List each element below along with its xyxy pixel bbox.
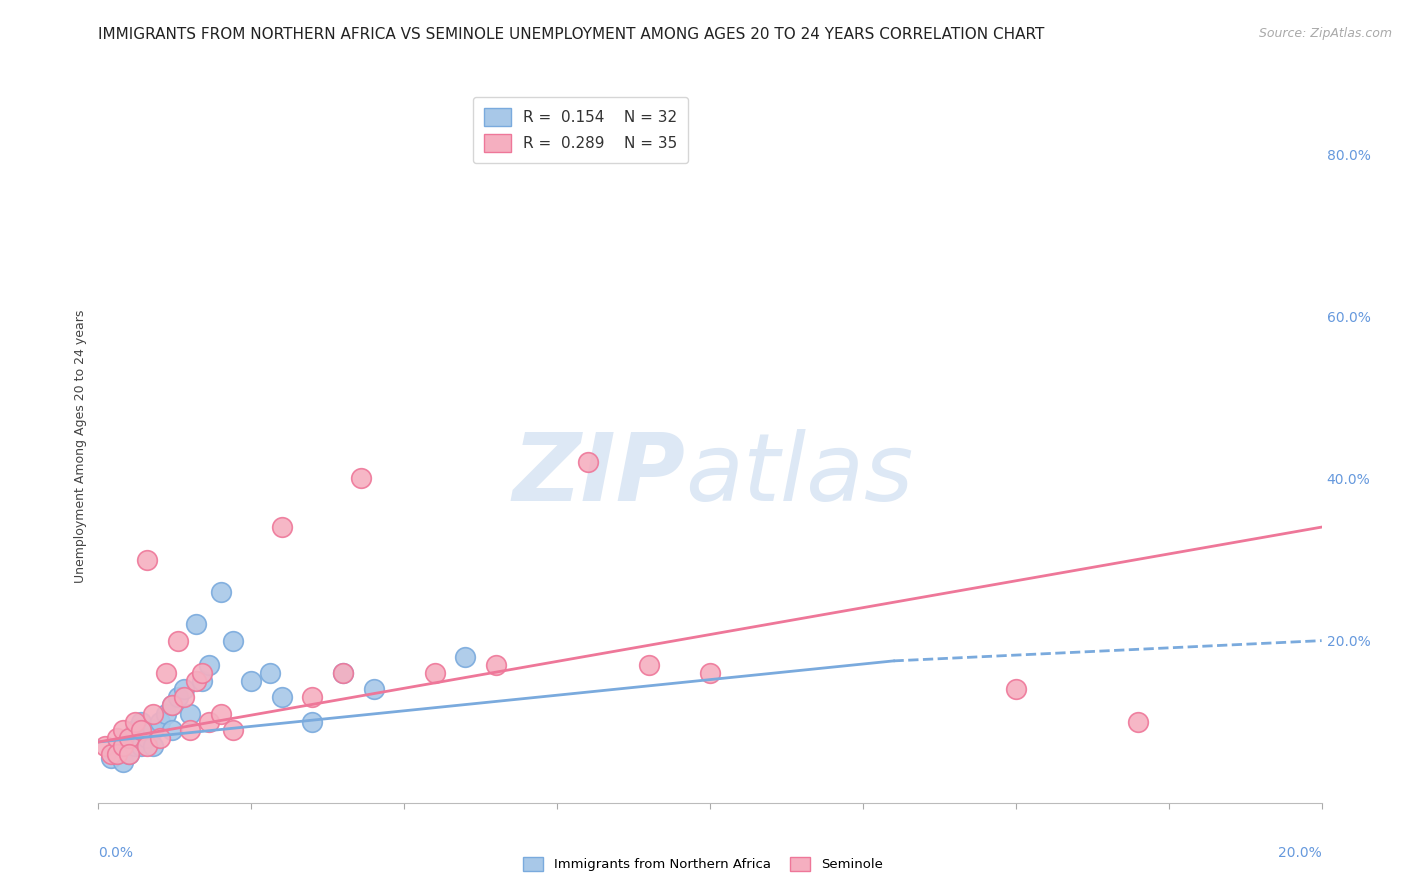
Point bbox=[197, 657, 219, 672]
Point bbox=[186, 617, 208, 632]
Point bbox=[149, 731, 172, 745]
Point bbox=[191, 666, 214, 681]
Point bbox=[1128, 714, 1150, 729]
Point bbox=[142, 706, 165, 721]
Point bbox=[259, 666, 281, 681]
Point bbox=[350, 471, 373, 485]
Point bbox=[111, 723, 134, 737]
Point bbox=[111, 739, 134, 753]
Point bbox=[118, 747, 141, 761]
Point bbox=[129, 739, 152, 753]
Point bbox=[111, 739, 134, 753]
Point bbox=[270, 520, 292, 534]
Point bbox=[111, 756, 134, 770]
Point bbox=[124, 714, 146, 729]
Point bbox=[173, 690, 195, 705]
Point bbox=[1004, 682, 1026, 697]
Point bbox=[129, 714, 152, 729]
Point bbox=[179, 723, 201, 737]
Point bbox=[699, 666, 721, 681]
Point bbox=[100, 747, 122, 761]
Point bbox=[332, 666, 354, 681]
Point bbox=[142, 739, 165, 753]
Point bbox=[301, 714, 323, 729]
Point bbox=[186, 674, 208, 689]
Point bbox=[105, 747, 128, 761]
Point bbox=[124, 723, 146, 737]
Point bbox=[160, 723, 183, 737]
Point bbox=[160, 698, 183, 713]
Point bbox=[179, 706, 201, 721]
Point bbox=[485, 657, 508, 672]
Text: atlas: atlas bbox=[686, 429, 914, 520]
Point bbox=[167, 633, 190, 648]
Legend: Immigrants from Northern Africa, Seminole: Immigrants from Northern Africa, Seminol… bbox=[517, 852, 889, 877]
Text: IMMIGRANTS FROM NORTHERN AFRICA VS SEMINOLE UNEMPLOYMENT AMONG AGES 20 TO 24 YEA: IMMIGRANTS FROM NORTHERN AFRICA VS SEMIN… bbox=[98, 27, 1045, 42]
Point bbox=[118, 731, 141, 745]
Point bbox=[136, 739, 159, 753]
Point bbox=[118, 747, 141, 761]
Point bbox=[637, 657, 661, 672]
Point bbox=[136, 552, 159, 566]
Y-axis label: Unemployment Among Ages 20 to 24 years: Unemployment Among Ages 20 to 24 years bbox=[75, 310, 87, 582]
Point bbox=[222, 723, 245, 737]
Point bbox=[270, 690, 292, 705]
Point bbox=[209, 706, 232, 721]
Legend: R =  0.154    N = 32, R =  0.289    N = 35: R = 0.154 N = 32, R = 0.289 N = 35 bbox=[472, 97, 689, 163]
Point bbox=[105, 747, 128, 761]
Point bbox=[100, 751, 122, 765]
Point bbox=[363, 682, 385, 697]
Point bbox=[155, 666, 177, 681]
Point bbox=[124, 739, 146, 753]
Point bbox=[155, 706, 177, 721]
Point bbox=[423, 666, 446, 681]
Point bbox=[129, 723, 152, 737]
Point bbox=[118, 731, 141, 745]
Point bbox=[93, 739, 115, 753]
Point bbox=[209, 585, 232, 599]
Point bbox=[160, 698, 183, 713]
Text: ZIP: ZIP bbox=[513, 428, 686, 521]
Point bbox=[191, 674, 214, 689]
Point bbox=[149, 714, 172, 729]
Text: 20.0%: 20.0% bbox=[1278, 846, 1322, 860]
Point bbox=[301, 690, 323, 705]
Point bbox=[136, 731, 159, 745]
Point bbox=[167, 690, 190, 705]
Point bbox=[105, 731, 128, 745]
Point bbox=[332, 666, 354, 681]
Point bbox=[197, 714, 219, 729]
Point bbox=[240, 674, 263, 689]
Point bbox=[173, 682, 195, 697]
Point bbox=[576, 455, 599, 469]
Point bbox=[454, 649, 477, 664]
Text: 0.0%: 0.0% bbox=[98, 846, 134, 860]
Point bbox=[222, 633, 245, 648]
Text: Source: ZipAtlas.com: Source: ZipAtlas.com bbox=[1258, 27, 1392, 40]
Point bbox=[142, 723, 165, 737]
